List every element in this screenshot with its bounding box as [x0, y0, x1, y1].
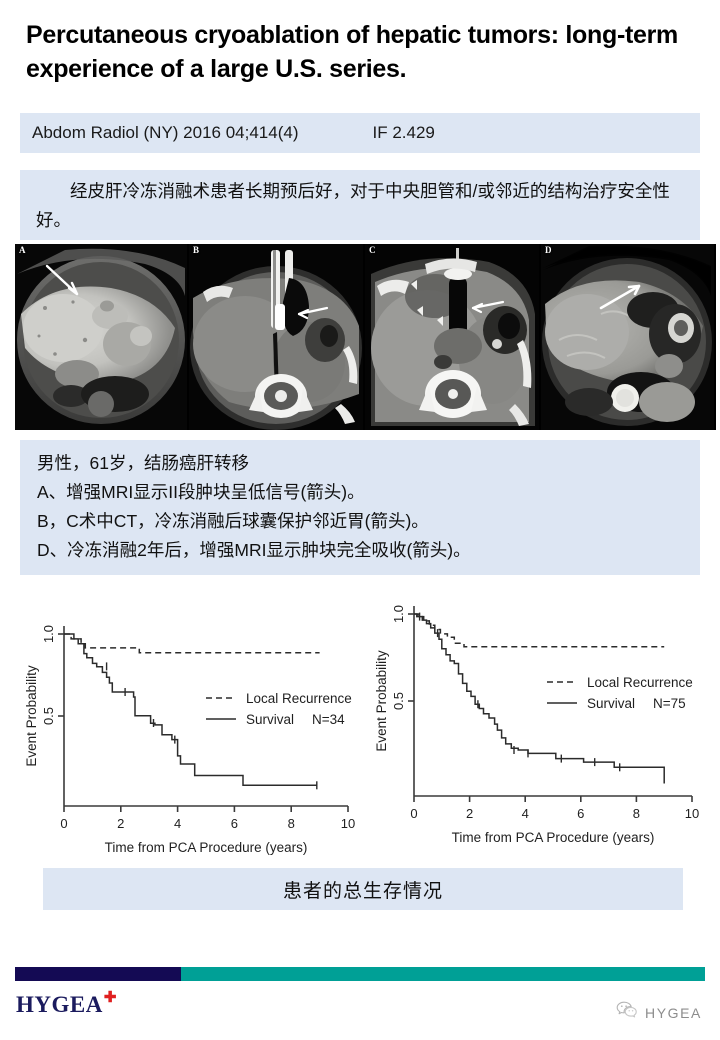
figure-caption-lines: 男性，61岁，结肠癌肝转移 A、增强MRI显示II段肿块呈低信号(箭头)。 B，… [37, 449, 687, 565]
panel-a-mri-image [15, 244, 187, 430]
wechat-account-group: HYGEA [616, 1001, 702, 1024]
legend-label-survival-n: N=75 [653, 696, 686, 711]
caption-line-bc: B，C术中CT，冷冻消融后球囊保护邻近胃(箭头)。 [37, 511, 429, 531]
xtick-6: 6 [577, 806, 584, 821]
citation-impact-factor: IF 2.429 [372, 123, 435, 142]
figure-panel-b: B [189, 244, 363, 430]
panel-label-d: D [545, 245, 552, 255]
caption-line-d: D、冷冻消融2年后，增强MRI显示肿块完全吸收(箭头)。 [37, 540, 471, 560]
legend-label-local-recurrence: Local Recurrence [587, 675, 693, 690]
ytick-0-5: 0.5 [41, 707, 56, 725]
kaplan-meier-chart-n75: 0 2 4 6 8 10 1.0 0.5 Event Probability T… [372, 592, 712, 862]
hygea-logo-text: HYGEA [16, 992, 103, 1017]
kaplan-meier-chart-n34: 0 2 4 6 8 10 1.0 0.5 Event Probability T… [22, 612, 362, 867]
summary-box: 经皮肝冷冻消融术患者长期预后好，对于中央胆管和/或邻近的结构治疗安全性好。 [20, 170, 700, 240]
page-title: Percutaneous cryoablation of hepatic tum… [26, 21, 678, 83]
chart-left-local-recurrence-line [64, 633, 320, 654]
panel-b-ct-image [189, 244, 363, 430]
legend-label-local-recurrence: Local Recurrence [246, 691, 352, 706]
chart-left-survival-line [64, 633, 317, 787]
caption-line-patient: 男性，61岁，结肠癌肝转移 [37, 453, 249, 473]
kaplan-meier-chart-n75-svg: 0 2 4 6 8 10 1.0 0.5 Event Probability T… [374, 605, 699, 845]
figure-image-strip: A [15, 244, 716, 430]
panel-c-ct-image [365, 244, 539, 430]
chart-left-xlabel: Time from PCA Procedure (years) [105, 840, 308, 855]
xtick-4: 4 [522, 806, 529, 821]
xtick-4: 4 [174, 816, 181, 831]
chart-right-survival-line [414, 613, 665, 784]
summary-text: 经皮肝冷冻消融术患者长期预后好，对于中央胆管和/或邻近的结构治疗安全性好。 [36, 181, 670, 230]
xtick-2: 2 [466, 806, 473, 821]
panel-c-arrow [471, 300, 505, 314]
wechat-icon [616, 1001, 638, 1024]
citation-inner: Abdom Radiol (NY) 2016 04;414(4) IF 2.42… [32, 113, 435, 153]
panel-a-arrow [45, 264, 79, 296]
chart-left-legend: Local Recurrence Survival N=34 [206, 691, 352, 727]
xtick-8: 8 [288, 816, 295, 831]
ytick-1-0: 1.0 [391, 605, 406, 623]
legend-label-survival-n: N=34 [312, 712, 345, 727]
xtick-10: 10 [685, 806, 699, 821]
chart-right-legend: Local Recurrence Survival N=75 [547, 675, 693, 711]
chart-right-ytick-labels: 1.0 0.5 [391, 605, 406, 710]
xtick-2: 2 [117, 816, 124, 831]
chart-right-ylabel: Event Probability [374, 650, 389, 752]
figure-panel-c: C [365, 244, 539, 430]
chart-right-xlabel: Time from PCA Procedure (years) [452, 830, 655, 845]
wechat-icon-svg [616, 1001, 637, 1018]
panel-label-a: A [19, 245, 26, 255]
xtick-0: 0 [410, 806, 417, 821]
chart-right-axes [408, 606, 693, 802]
legend-label-survival: Survival [246, 712, 294, 727]
footer-bar-navy [15, 967, 181, 981]
ytick-0-5: 0.5 [391, 692, 406, 710]
chart-right-xtick-labels: 0 2 4 6 8 10 [410, 806, 699, 821]
panel-b-arrow [297, 306, 329, 320]
xtick-0: 0 [60, 816, 67, 831]
figure-panel-d: D [541, 244, 714, 430]
chart-left-censor-marks [105, 662, 318, 790]
caption-line-a: A、增强MRI显示II段肿块呈低信号(箭头)。 [37, 482, 365, 502]
xtick-8: 8 [633, 806, 640, 821]
panel-d-arrow [599, 284, 641, 310]
figure-caption-box: 男性，61岁，结肠癌肝转移 A、增强MRI显示II段肿块呈低信号(箭头)。 B，… [20, 440, 700, 575]
chart-left-axes [58, 626, 349, 812]
xtick-6: 6 [231, 816, 238, 831]
kaplan-meier-chart-n34-svg: 0 2 4 6 8 10 1.0 0.5 Event Probability T… [24, 625, 355, 855]
citation-box: Abdom Radiol (NY) 2016 04;414(4) IF 2.42… [20, 113, 700, 153]
citation-journal: Abdom Radiol (NY) 2016 04;414(4) [32, 123, 299, 142]
legend-label-survival: Survival [587, 696, 635, 711]
figure-panel-a: A [15, 244, 187, 430]
charts-region: 0 2 4 6 8 10 1.0 0.5 Event Probability T… [0, 590, 720, 870]
ytick-1-0: 1.0 [41, 625, 56, 643]
red-cross-icon: ✚ [103, 989, 117, 1006]
chart-right-local-recurrence-line [414, 613, 665, 648]
chart-left-ylabel: Event Probability [24, 665, 39, 767]
panel-d-mri-image [541, 244, 714, 430]
xtick-10: 10 [341, 816, 355, 831]
chart-right-censor-marks [418, 612, 621, 772]
bottom-caption-box: 患者的总生存情况 [43, 868, 683, 910]
chart-left-xtick-labels: 0 2 4 6 8 10 [60, 816, 355, 831]
footer-bar-teal [181, 967, 705, 981]
hygea-logo: HYGEA ✚ [16, 989, 117, 1018]
panel-label-c: C [369, 245, 376, 255]
wechat-account-label: HYGEA [644, 1004, 702, 1021]
panel-label-b: B [193, 245, 200, 255]
chart-left-ytick-labels: 1.0 0.5 [41, 625, 56, 725]
bottom-caption-text: 患者的总生存情况 [282, 880, 443, 902]
